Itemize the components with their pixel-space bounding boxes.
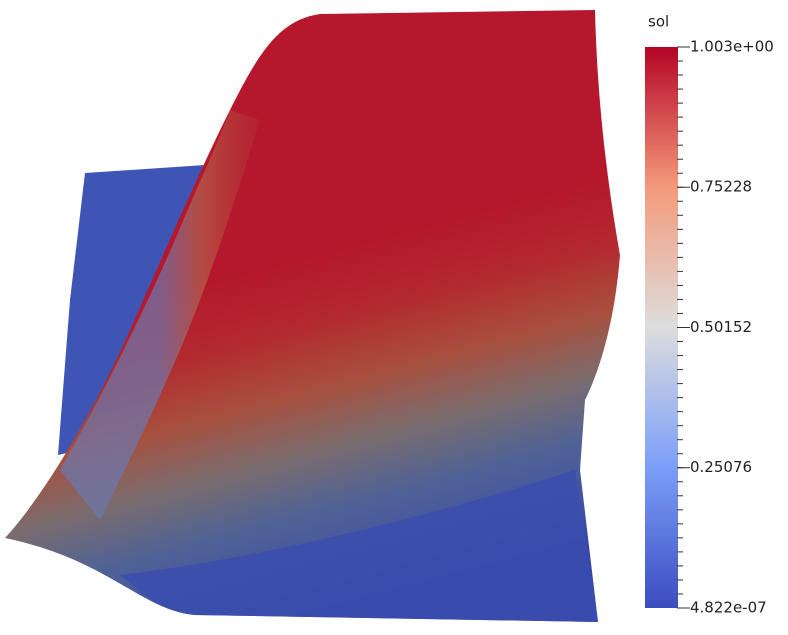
surface-left	[58, 165, 205, 455]
tick-label: 0.25076	[690, 458, 752, 476]
tick-label: 0.50152	[690, 318, 752, 336]
colorbar: sol 1.003e+00 0.75228 0.50152 0.25076 4.822e…	[645, 13, 774, 617]
surface-bottom	[120, 470, 598, 622]
tick-label: 4.822e-07	[690, 599, 767, 617]
surface-ridge	[60, 110, 260, 520]
colorbar-title: sol	[648, 13, 669, 31]
tick-label: 1.003e+00	[690, 38, 774, 56]
tick-label: 0.75228	[690, 178, 752, 196]
surface-main	[5, 10, 620, 622]
colorbar-ramp	[645, 47, 678, 608]
